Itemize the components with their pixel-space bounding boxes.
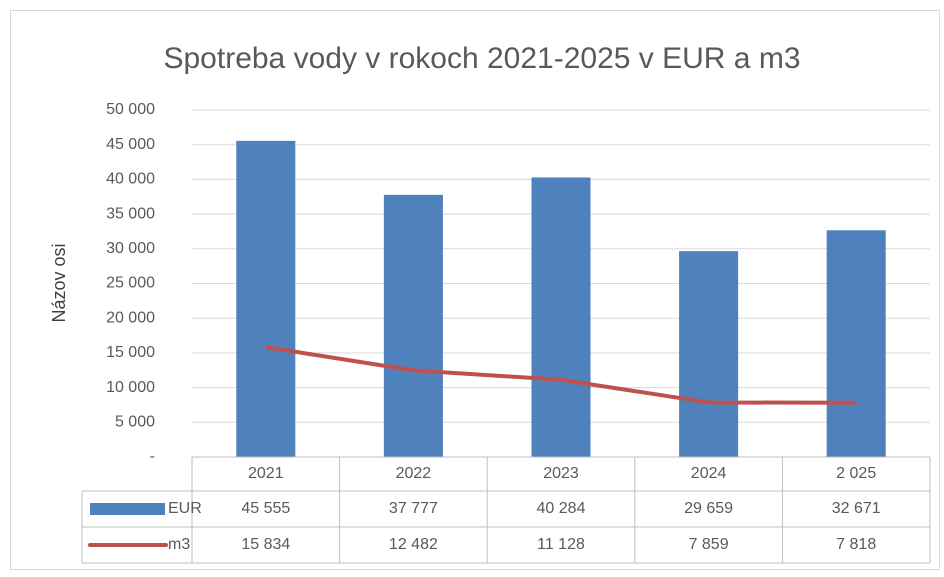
bar — [679, 251, 739, 457]
data-label: 7 859 — [689, 536, 729, 553]
bar — [826, 230, 886, 457]
x-tick-label: 2022 — [396, 465, 432, 482]
data-label: 11 128 — [537, 536, 585, 553]
bar — [531, 177, 591, 457]
y-tick-label: 5 000 — [115, 414, 155, 431]
y-axis-title: Názov osi — [49, 243, 69, 322]
data-label: 45 555 — [241, 500, 290, 517]
data-label: 40 284 — [537, 500, 586, 517]
legend-label: EUR — [168, 500, 202, 517]
data-label: 37 777 — [389, 500, 438, 517]
bar — [383, 194, 443, 457]
y-tick-label: 10 000 — [106, 379, 155, 396]
x-tick-label: 2 025 — [836, 465, 876, 482]
x-tick-label: 2024 — [691, 465, 727, 482]
y-tick-label: 50 000 — [106, 101, 155, 118]
data-label: 15 834 — [241, 536, 290, 553]
data-label: 29 659 — [684, 500, 733, 517]
data-label: 32 671 — [832, 500, 881, 517]
y-tick-label: 20 000 — [106, 309, 155, 326]
y-tick-label: 35 000 — [106, 205, 155, 222]
y-tick-label: 30 000 — [106, 240, 155, 257]
data-label: 12 482 — [389, 536, 438, 553]
legend-key — [90, 503, 165, 515]
x-tick-label: 2021 — [248, 465, 284, 482]
data-label: 7 818 — [836, 536, 876, 553]
y-tick-label: 40 000 — [106, 171, 155, 188]
bar — [236, 140, 296, 457]
y-tick-label: 15 000 — [106, 344, 155, 361]
y-tick-label: 25 000 — [106, 275, 155, 292]
legend-label: m3 — [168, 536, 190, 553]
y-tick-label: - — [150, 448, 155, 465]
chart-border — [10, 10, 940, 570]
x-tick-label: 2023 — [543, 465, 579, 482]
line — [265, 345, 857, 405]
chart-title: Spotreba vody v rokoch 2021-2025 v EUR a… — [163, 42, 800, 75]
y-tick-label: 45 000 — [106, 136, 155, 153]
